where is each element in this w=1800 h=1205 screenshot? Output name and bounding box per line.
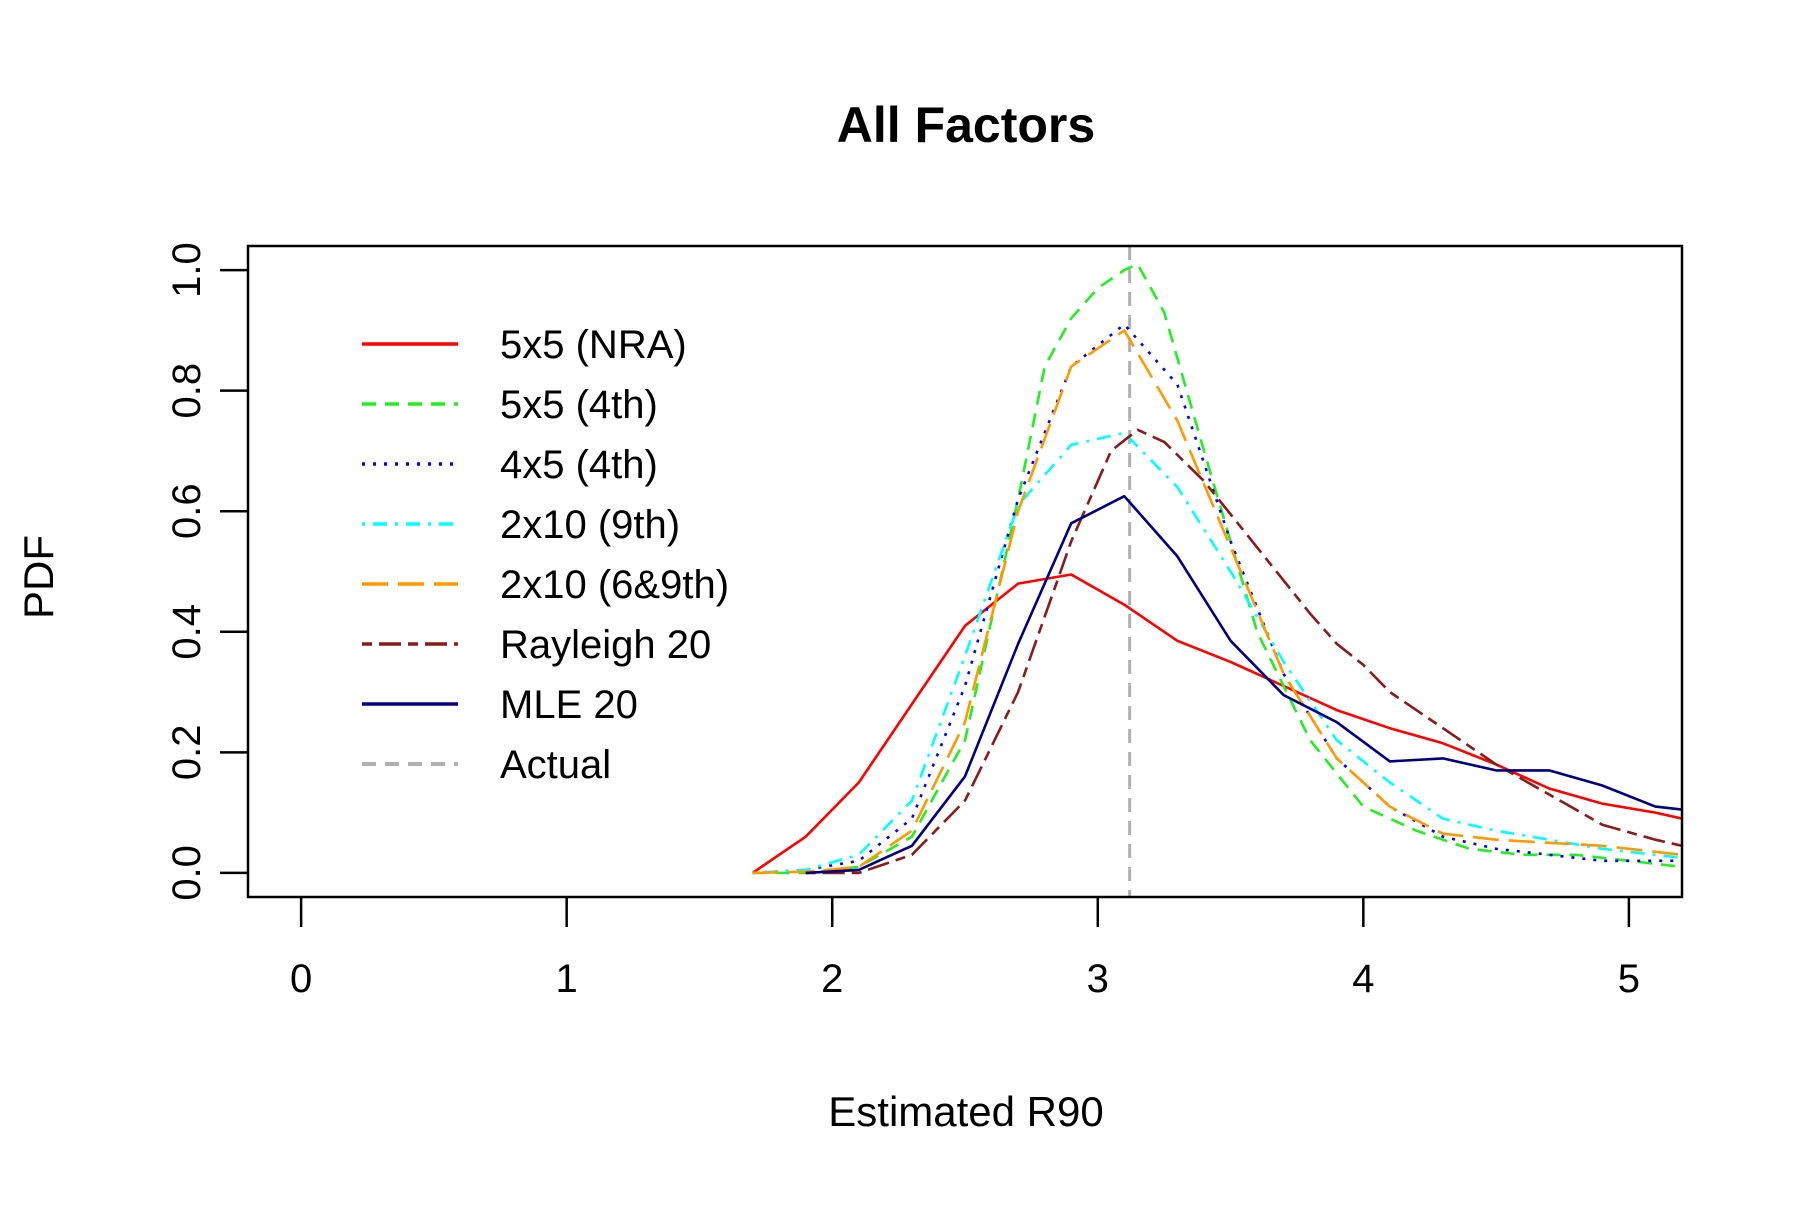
y-tick-label-3: 0.6 xyxy=(165,483,209,539)
y-axis: 0.0 0.2 0.4 0.6 0.8 1.0 xyxy=(165,242,248,901)
legend-label-3: 4x5 (4th) xyxy=(500,443,658,487)
y-tick-label-4: 0.8 xyxy=(165,363,209,419)
series-line-6 xyxy=(805,428,1682,875)
x-tick-label-2: 2 xyxy=(821,957,843,1001)
legend-label-2: 5x5 (4th) xyxy=(500,383,658,427)
y-tick-label-5: 1.0 xyxy=(165,242,209,298)
x-axis-label: Estimated R90 xyxy=(828,1088,1103,1135)
x-tick-label-4: 4 xyxy=(1352,957,1374,1001)
series-lines xyxy=(751,246,1682,897)
series-line-1 xyxy=(751,573,1682,874)
x-tick-label-3: 3 xyxy=(1087,957,1109,1001)
legend-label-8: Actual xyxy=(500,743,611,787)
y-axis-label: PDF xyxy=(15,535,62,619)
series-line-7 xyxy=(805,494,1682,875)
y-tick-label-0: 0.0 xyxy=(165,845,209,901)
x-tick-label-5: 5 xyxy=(1618,957,1640,1001)
x-tick-label-1: 1 xyxy=(556,957,578,1001)
legend-label-7: MLE 20 xyxy=(500,683,638,727)
plot-frame xyxy=(246,244,1684,899)
y-tick-label-1: 0.2 xyxy=(165,725,209,781)
legend: 5x5 (NRA) 5x5 (4th) 4x5 (4th) 2x10 (9th) 2x1… xyxy=(362,323,729,787)
series-line-3 xyxy=(752,323,1682,875)
legend-label-4: 2x10 (9th) xyxy=(500,503,680,547)
legend-label-5: 2x10 (6&9th) xyxy=(500,563,729,607)
x-axis: 0 1 2 3 4 5 xyxy=(290,897,1640,1001)
series-line-2 xyxy=(752,262,1682,875)
series-line-5 xyxy=(752,329,1682,875)
plot-area: 0 1 2 3 4 5 0.0 0.2 0.4 0.6 0.8 1.0 xyxy=(165,242,1684,1001)
series-line-4 xyxy=(752,431,1682,875)
chart-title: All Factors xyxy=(837,97,1095,153)
x-tick-label-0: 0 xyxy=(290,957,312,1001)
legend-label-1: 5x5 (NRA) xyxy=(500,323,687,367)
y-tick-label-2: 0.4 xyxy=(165,604,209,660)
legend-label-6: Rayleigh 20 xyxy=(500,623,711,667)
